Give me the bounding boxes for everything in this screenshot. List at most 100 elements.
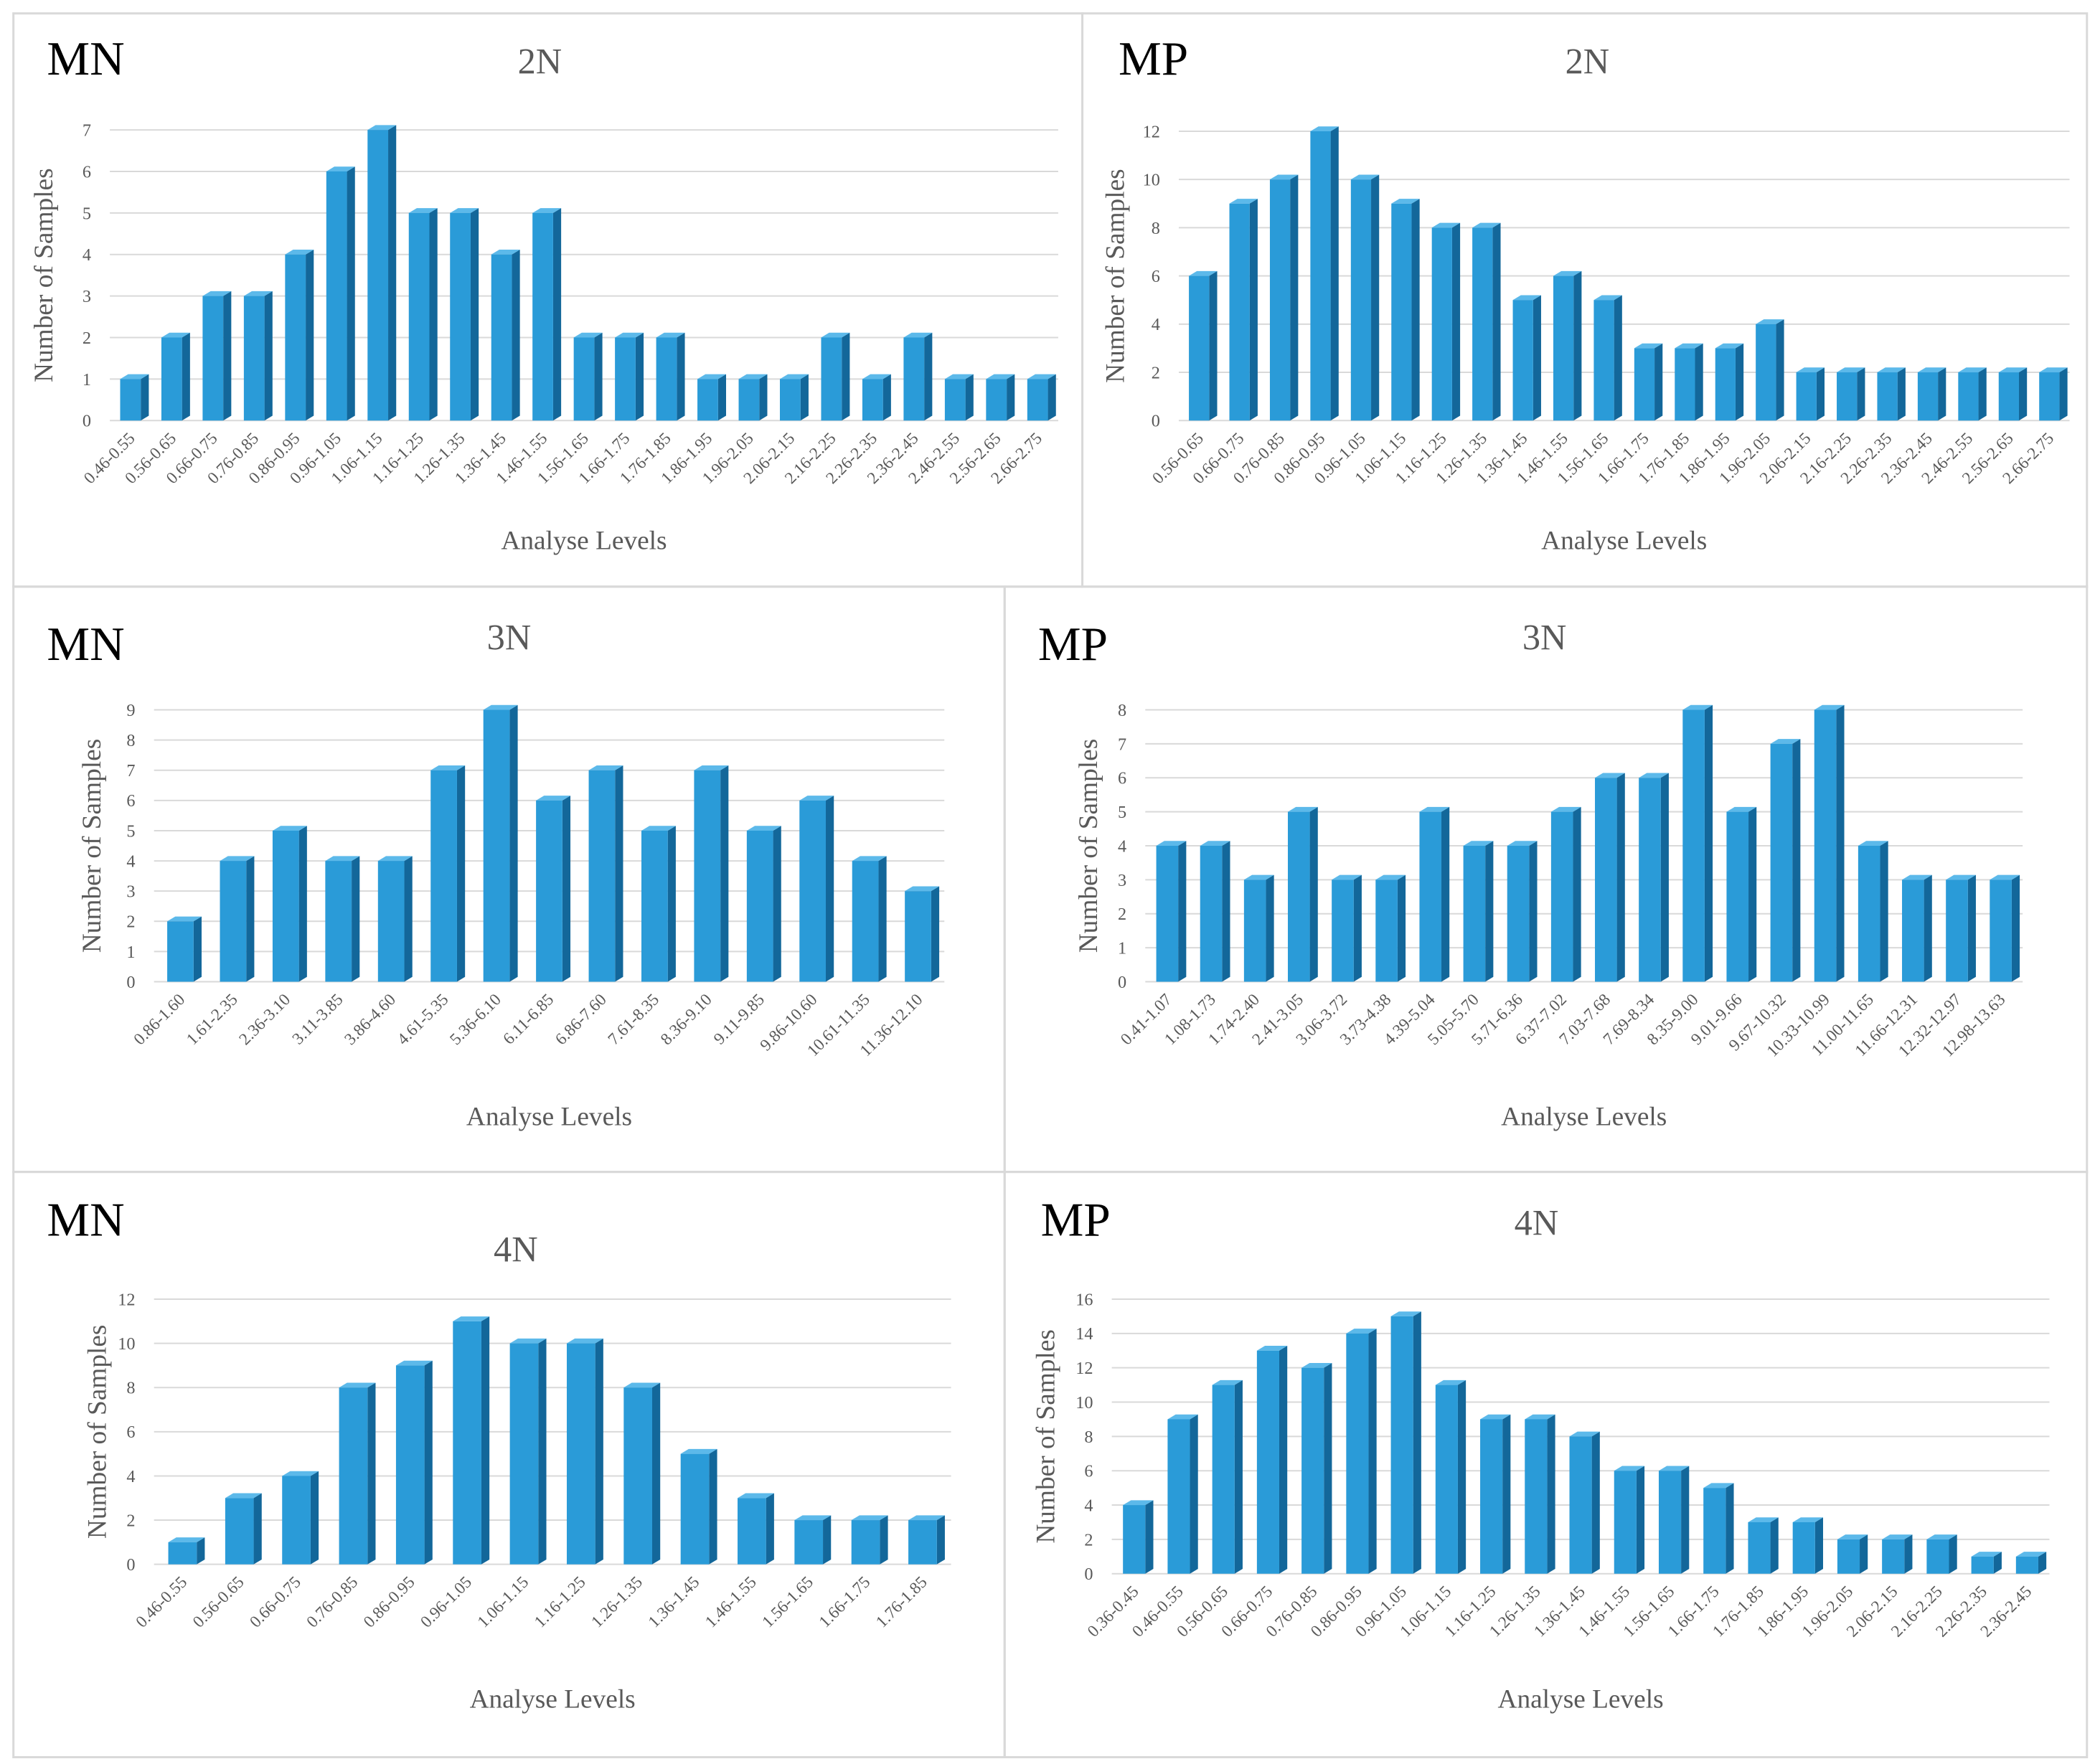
y-tick-label: 7 (83, 121, 91, 141)
bar-top (697, 374, 726, 379)
bar-top (1200, 841, 1230, 846)
y-tick-label: 10 (118, 1334, 135, 1354)
bar (272, 830, 299, 982)
bar (1917, 372, 1939, 421)
bar-top (862, 374, 891, 379)
bar-side (1290, 174, 1299, 421)
bar-side (1529, 841, 1538, 982)
bar (161, 337, 182, 421)
y-axis-label: Number of Samples (1101, 169, 1130, 383)
bar-side (1309, 806, 1318, 982)
bar-top (1770, 739, 1801, 744)
y-axis-label: Number of Samples (29, 168, 59, 382)
bar (1167, 1419, 1190, 1574)
bar (1375, 879, 1398, 982)
bar (2039, 372, 2060, 421)
bar-side (882, 374, 891, 421)
bar (377, 861, 405, 982)
bar (453, 1321, 481, 1565)
bar-top (1243, 874, 1274, 880)
y-tick-label: 0 (1084, 1565, 1093, 1584)
y-tick-label: 0 (126, 1555, 135, 1575)
y-tick-label: 8 (126, 731, 135, 750)
bar-side (1457, 1379, 1466, 1574)
y-tick-label: 0 (1118, 973, 1126, 992)
bar-side (429, 208, 438, 421)
bar (532, 212, 553, 421)
bar-side (2059, 367, 2068, 421)
bar-side (367, 1382, 376, 1565)
bar-top (1658, 1466, 1690, 1471)
bar-side (1860, 1534, 1868, 1574)
bar (697, 379, 718, 421)
bar-top (491, 250, 520, 255)
bar-side (306, 250, 314, 421)
bar (168, 1542, 197, 1565)
bar-side (766, 1493, 774, 1565)
bar-side (1353, 874, 1362, 982)
y-tick-label: 6 (83, 162, 91, 181)
y-tick-label: 0 (83, 412, 91, 431)
bar-top (202, 291, 232, 296)
bar (1837, 1539, 1860, 1574)
y-tick-label: 12 (1075, 1359, 1093, 1378)
y-tick-label: 8 (1084, 1428, 1093, 1447)
bar (1814, 709, 1837, 982)
bar-side (1209, 270, 1218, 421)
bar-side (1770, 1517, 1779, 1574)
bar (491, 254, 512, 421)
bar (1156, 846, 1179, 982)
bar (1512, 300, 1533, 421)
y-axis-label: Number of Samples (83, 1325, 112, 1539)
bar-side (388, 125, 397, 421)
bar (483, 709, 510, 982)
x-axis-label: Analyse Levels (470, 1684, 636, 1714)
bar-top (794, 1515, 832, 1521)
y-tick-label: 5 (126, 821, 135, 841)
bar-top (450, 208, 479, 213)
bar (167, 921, 194, 982)
bar (1634, 348, 1655, 421)
bar-top (1902, 874, 1932, 880)
bar-top (1858, 841, 1888, 846)
y-tick-label: 0 (126, 973, 135, 992)
bar (1350, 179, 1372, 421)
bar-top (168, 1537, 205, 1542)
y-tick-label: 2 (126, 1511, 135, 1530)
panel-tag: MP (1119, 32, 1188, 85)
bar (1200, 846, 1223, 982)
y-tick-label: 1 (126, 943, 135, 962)
bar (243, 296, 265, 421)
bar (1269, 179, 1291, 421)
bar-side (759, 374, 768, 421)
bar-side (1413, 1311, 1421, 1574)
bar (450, 212, 471, 421)
bar-side (1614, 295, 1622, 421)
bar-top (1748, 1517, 1779, 1522)
bar-side (2011, 874, 2020, 982)
bar (1946, 879, 1968, 982)
bar-top (1027, 374, 1056, 379)
bar-top (738, 1493, 774, 1499)
bar-top (1682, 704, 1713, 710)
bar-top (1634, 343, 1663, 349)
bar-top (1614, 1466, 1645, 1471)
bar-side (667, 826, 676, 982)
bar-side (512, 250, 520, 421)
bar-side (1857, 367, 1865, 421)
bar (656, 337, 677, 421)
bar-top (161, 332, 190, 338)
bar (908, 1520, 937, 1565)
bar-top (656, 332, 685, 338)
bar (1593, 300, 1614, 421)
bar (588, 770, 616, 982)
y-tick-label: 10 (1143, 171, 1160, 190)
bar-side (2038, 1552, 2047, 1574)
bar-side (1660, 773, 1669, 982)
y-tick-label: 4 (1152, 315, 1160, 334)
bar (408, 212, 430, 421)
bar (852, 861, 879, 982)
bar (986, 379, 1007, 421)
bar-side (651, 1382, 661, 1565)
bar-side (253, 1493, 262, 1565)
